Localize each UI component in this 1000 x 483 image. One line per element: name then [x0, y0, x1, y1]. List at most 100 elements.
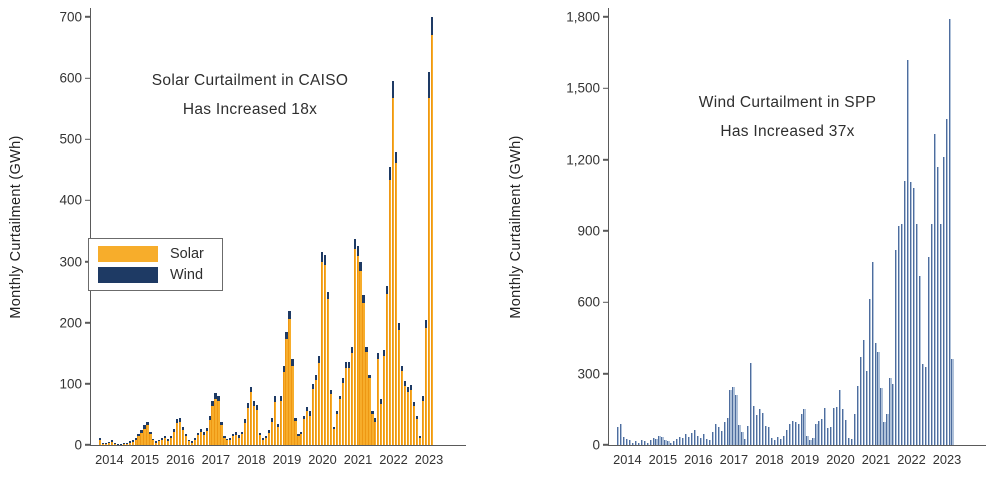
bar-solar — [427, 97, 430, 445]
bar-solar — [297, 435, 300, 445]
bar-solar — [335, 413, 338, 445]
y-tick-label: 1,200 — [566, 152, 600, 168]
bar-wind — [676, 439, 679, 445]
bar-wind — [137, 434, 140, 437]
bar-solar — [214, 398, 217, 445]
bar-solar — [359, 271, 362, 445]
bar-wind — [406, 386, 410, 392]
bar-wind — [125, 442, 128, 444]
bar-wind — [776, 436, 780, 445]
bar-solar — [261, 439, 264, 445]
bar-wind — [403, 380, 407, 386]
legend-row-wind: Wind — [98, 267, 212, 283]
bar-wind — [803, 409, 806, 445]
x-tick-label: 2014 — [613, 452, 642, 467]
bar-wind — [412, 402, 415, 407]
bar-wind — [300, 431, 303, 434]
bar-wind — [927, 257, 930, 445]
solar-swatch-icon — [98, 246, 158, 262]
bar-solar — [99, 440, 102, 445]
y-tick-label: 700 — [59, 9, 82, 25]
y-tick-mark — [603, 444, 608, 446]
x-tick-label: 2023 — [932, 452, 962, 467]
bar-wind — [667, 441, 670, 445]
bar-solar — [244, 423, 247, 445]
bar-solar — [315, 380, 318, 445]
spp-title-line2: Has Increased 37x — [720, 123, 855, 141]
y-tick-label: 0 — [74, 437, 82, 453]
bar-solar — [318, 363, 321, 445]
y-tick-mark — [85, 321, 90, 324]
bar-wind — [238, 435, 241, 438]
bar-wind — [658, 435, 661, 445]
bar-solar — [140, 432, 143, 445]
bar-wind — [104, 442, 108, 444]
bar-wind — [297, 434, 300, 436]
bar-wind — [850, 439, 854, 445]
bar-solar — [329, 394, 333, 445]
bar-wind — [389, 166, 392, 181]
bar-wind — [779, 439, 782, 445]
bar-wind — [116, 443, 119, 445]
bar-wind — [862, 340, 865, 445]
bar-wind — [646, 442, 649, 445]
bar-wind — [649, 440, 652, 445]
bar-wind — [235, 431, 238, 435]
caiso-plot-area: 0 100 200 300 400 500 600 700 2014 2015 2016 2017 20… — [59, 8, 466, 467]
bar-wind — [303, 415, 306, 420]
bar-wind — [217, 396, 220, 401]
x-tick-label: 2015 — [648, 452, 678, 467]
bar-wind — [261, 437, 264, 440]
y-tick-label: 400 — [59, 192, 82, 208]
bar-solar — [380, 404, 383, 445]
bar-wind — [223, 435, 226, 438]
bar-wind — [178, 417, 182, 422]
bar-wind — [282, 365, 285, 372]
bar-wind — [291, 359, 294, 366]
bar-wind — [723, 422, 726, 445]
bar-wind — [205, 427, 208, 431]
bar-wind — [886, 414, 889, 445]
bar-solar — [146, 425, 149, 445]
bar-wind — [421, 396, 424, 401]
bar-wind — [309, 411, 312, 416]
bar-wind — [655, 439, 658, 445]
bar-wind — [797, 423, 800, 445]
y-tick-mark — [85, 444, 90, 446]
bar-wind — [211, 400, 214, 406]
bar-wind — [729, 390, 732, 445]
bar-solar — [101, 443, 105, 445]
bar-solar — [241, 434, 244, 445]
bar-solar — [119, 444, 122, 445]
bar-solar — [181, 429, 185, 445]
bar-wind — [809, 440, 812, 445]
caiso-title-line1: Solar Curtailment in CAISO — [151, 72, 349, 89]
bar-wind — [323, 255, 327, 265]
x-tick-label: 2018 — [237, 452, 266, 467]
bar-wind — [841, 409, 845, 445]
bar-wind — [119, 443, 122, 445]
bar-wind — [637, 442, 640, 445]
bar-solar — [155, 442, 158, 445]
bar-wind — [196, 432, 199, 436]
x-tick-label: 2021 — [343, 452, 373, 467]
bar-solar — [137, 436, 140, 445]
bar-solar — [149, 434, 152, 445]
bar-solar — [125, 443, 128, 445]
bar-wind — [785, 429, 788, 445]
bar-wind — [356, 246, 359, 257]
bar-wind — [315, 374, 318, 381]
bar-wind — [708, 440, 711, 445]
bar-wind — [824, 408, 827, 445]
bar-wind — [155, 441, 158, 443]
bar-wind — [149, 431, 152, 434]
bar-wind — [874, 342, 877, 445]
bar-wind — [634, 441, 637, 445]
x-tick-label: 2018 — [755, 452, 784, 467]
bar-wind — [696, 435, 700, 445]
bar-wind — [312, 383, 315, 389]
bar-wind — [735, 395, 738, 445]
bar-solar — [220, 425, 223, 445]
bar-solar — [326, 299, 330, 445]
bar-wind — [907, 59, 910, 445]
